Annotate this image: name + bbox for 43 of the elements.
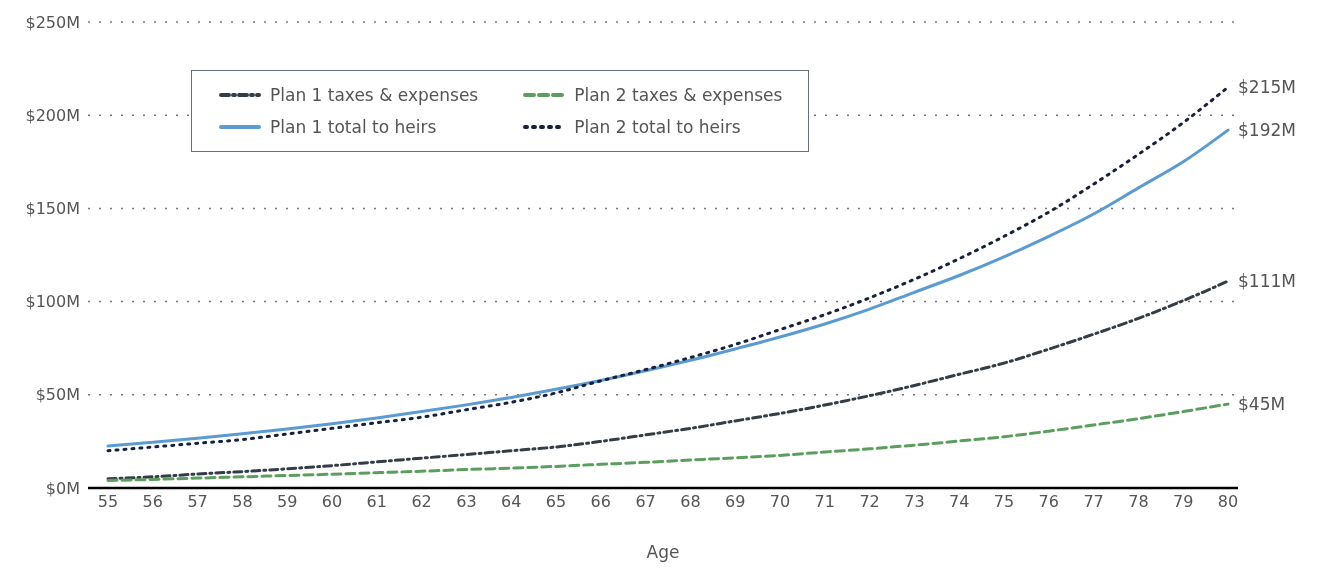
x-tick-label: 62 — [411, 492, 432, 512]
line-series — [106, 402, 1230, 483]
x-tick-label: 74 — [949, 492, 970, 512]
line-series — [106, 279, 1230, 481]
annotation: $111M — [1238, 271, 1296, 292]
x-tick-label: 76 — [1038, 492, 1059, 512]
x-tick-label: 58 — [232, 492, 253, 512]
legend-label: Plan 1 taxes & expenses — [270, 85, 479, 105]
y-tick-label: $0M — [45, 478, 80, 498]
x-tick-label: 55 — [97, 492, 119, 512]
x-tick-label: 71 — [814, 492, 835, 512]
x-tick-label: 69 — [725, 492, 746, 512]
annotation: $192M — [1238, 120, 1296, 141]
y-tick-label: $200M — [25, 105, 80, 125]
annotation: $215M — [1238, 77, 1296, 98]
x-tick-label: 59 — [277, 492, 298, 512]
x-tick-label: 75 — [993, 492, 1015, 512]
y-tick-label: $100M — [25, 292, 80, 312]
x-tick-label: 73 — [904, 492, 925, 512]
x-tick-label: 67 — [635, 492, 656, 512]
legend-label: Plan 2 taxes & expenses — [574, 85, 783, 105]
x-tick-label: 72 — [859, 492, 880, 512]
x-tick-label: 66 — [590, 492, 611, 512]
x-tick-label: 56 — [142, 492, 163, 512]
x-tick-label: 79 — [1173, 492, 1194, 512]
x-tick-label: 78 — [1128, 492, 1149, 512]
x-tick-label: 61 — [366, 492, 387, 512]
legend-label: Plan 1 total to heirs — [270, 117, 437, 137]
y-tick-label: $250M — [25, 12, 80, 32]
y-tick-label: $50M — [35, 385, 80, 405]
x-tick-label: 80 — [1217, 492, 1239, 512]
x-tick-label: 68 — [680, 492, 701, 512]
x-tick-label: 65 — [545, 492, 567, 512]
y-tick-label: $150M — [25, 199, 80, 219]
x-tick-label: 60 — [321, 492, 343, 512]
x-axis-title: Age — [646, 542, 680, 562]
x-tick-label: 63 — [456, 492, 477, 512]
x-tick-label: 70 — [769, 492, 791, 512]
x-tick-label: 77 — [1083, 492, 1104, 512]
x-tick-label: 57 — [187, 492, 208, 512]
annotation: $45M — [1238, 394, 1286, 415]
legend-label: Plan 2 total to heirs — [574, 117, 741, 137]
x-tick-label: 64 — [501, 492, 522, 512]
